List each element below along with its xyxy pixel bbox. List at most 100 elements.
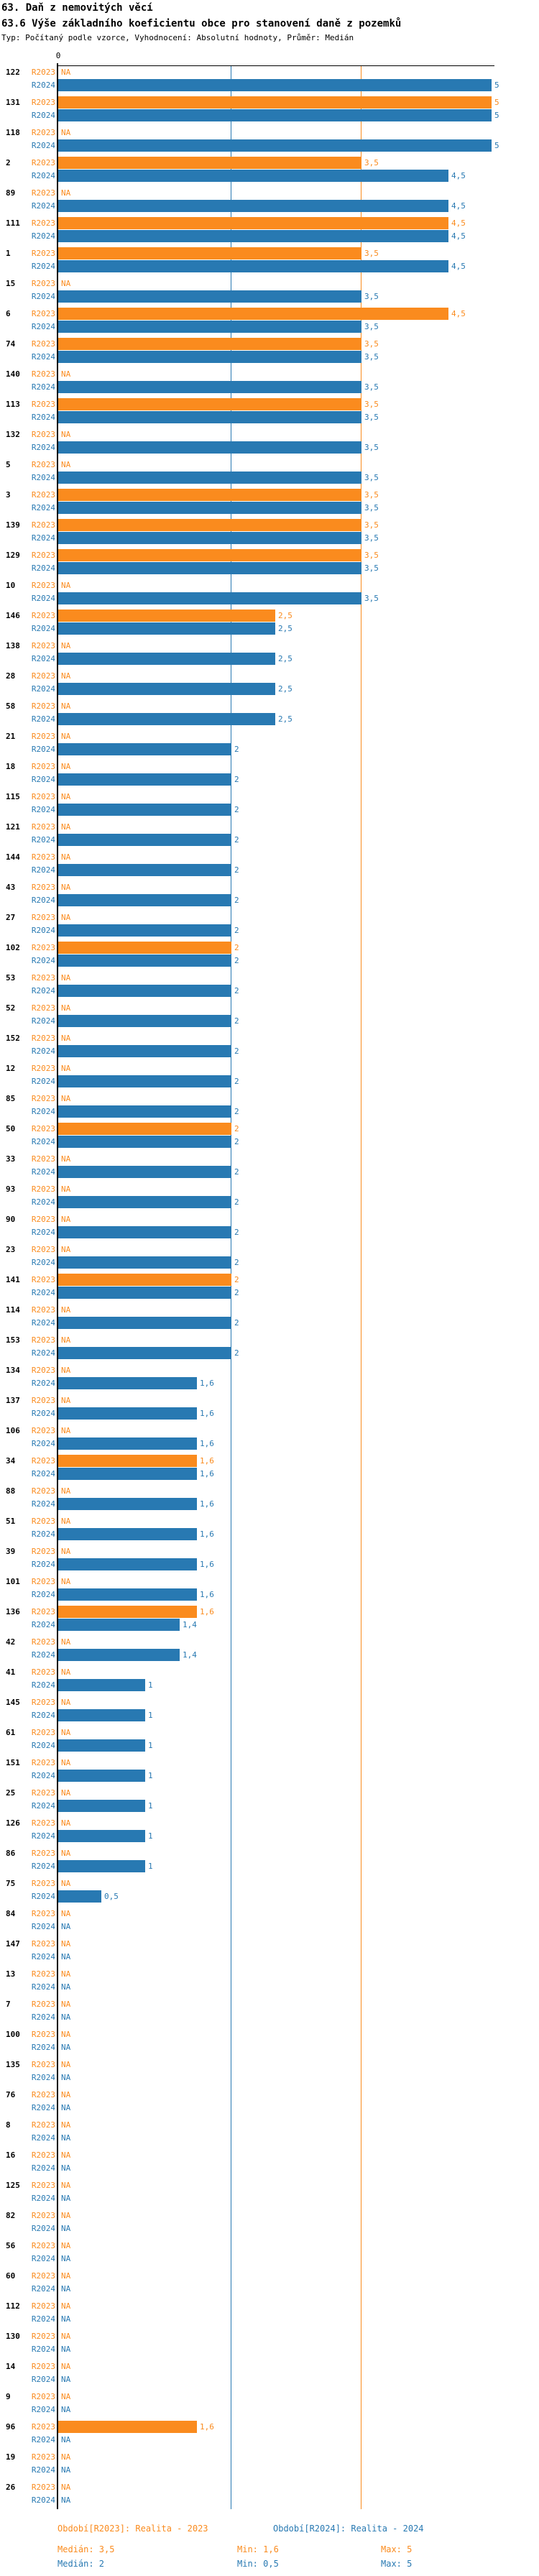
series-label-r2024: R2024 (31, 1167, 55, 1177)
y-axis-line (57, 63, 58, 2509)
value-label-r2023: 3,5 (364, 339, 379, 349)
value-label-r2024: 3,5 (364, 352, 379, 362)
row-id-label: 136 (6, 1607, 20, 1616)
bar-r2024 (58, 1558, 197, 1570)
value-label-r2023: 1,6 (200, 2422, 214, 2432)
na-label-r2023: NA (61, 852, 71, 862)
series-label-r2023: R2023 (31, 2271, 55, 2281)
bar-r2023 (58, 157, 361, 169)
na-label-r2024: NA (61, 1982, 71, 1992)
row-id-label: 113 (6, 400, 20, 409)
na-label-r2023: NA (61, 1547, 71, 1556)
series-label-r2024: R2024 (31, 594, 55, 603)
series-label-r2024: R2024 (31, 2224, 55, 2233)
value-label-r2024: 2 (234, 986, 239, 995)
row-id-label: 41 (6, 1668, 16, 1677)
value-label-r2024: 1 (148, 1801, 153, 1811)
series-label-r2023: R2023 (31, 1456, 55, 1466)
na-label-r2023: NA (61, 883, 71, 892)
series-label-r2024: R2024 (31, 533, 55, 543)
bar-r2024 (58, 1438, 197, 1450)
row-id-label: 145 (6, 1698, 20, 1707)
series-label-r2023: R2023 (31, 762, 55, 771)
row-id-label: 129 (6, 551, 20, 560)
series-label-r2023: R2023 (31, 369, 55, 379)
row-id-label: 18 (6, 762, 16, 771)
series-label-r2023: R2023 (31, 2090, 55, 2099)
na-label-r2024: NA (61, 2254, 71, 2263)
na-label-r2023: NA (61, 1215, 71, 1224)
na-label-r2023: NA (61, 2392, 71, 2401)
series-label-r2024: R2024 (31, 2163, 55, 2173)
series-label-r2024: R2024 (31, 1711, 55, 1720)
value-label-r2024: 2 (234, 865, 239, 875)
bar-r2024 (58, 562, 361, 574)
row-id-label: 10 (6, 581, 16, 590)
series-label-r2024: R2024 (31, 111, 55, 120)
series-label-r2024: R2024 (31, 896, 55, 905)
value-label-r2024: 2 (234, 1197, 239, 1207)
value-label-r2024: 4,5 (451, 171, 466, 180)
series-label-r2023: R2023 (31, 1788, 55, 1798)
value-label-r2024: 1 (148, 1862, 153, 1871)
series-label-r2023: R2023 (31, 2060, 55, 2069)
bar-r2024 (58, 1649, 180, 1661)
bar-r2024 (58, 472, 361, 484)
bar-r2023 (58, 398, 361, 410)
series-label-r2023: R2023 (31, 1366, 55, 1375)
row-id-label: 16 (6, 2150, 16, 2160)
value-label-r2024: 2 (234, 1228, 239, 1237)
bar-r2023 (58, 549, 361, 561)
series-label-r2023: R2023 (31, 1064, 55, 1073)
series-label-r2023: R2023 (31, 339, 55, 349)
row-id-label: 28 (6, 671, 16, 681)
row-id-label: 23 (6, 1245, 16, 1254)
value-label-r2024: 2 (234, 1167, 239, 1177)
row-id-label: 3 (6, 490, 11, 500)
na-label-r2023: NA (61, 1879, 71, 1888)
na-label-r2023: NA (61, 128, 71, 137)
row-id-label: 84 (6, 1909, 16, 1918)
row-id-label: 7 (6, 2000, 11, 2009)
row-id-label: 15 (6, 279, 16, 288)
value-label-r2024: 1,6 (200, 1499, 214, 1509)
legend-median-r2023: Medián: 3,5 (57, 2544, 115, 2554)
row-id-label: 74 (6, 339, 16, 349)
series-label-r2023: R2023 (31, 883, 55, 892)
series-label-r2023: R2023 (31, 1637, 55, 1647)
row-id-label: 130 (6, 2332, 20, 2341)
chart-row (0, 2300, 539, 2330)
bar-r2024 (58, 1317, 231, 1329)
row-id-label: 140 (6, 369, 20, 379)
bar-r2024 (58, 894, 231, 906)
series-label-r2024: R2024 (31, 1560, 55, 1569)
row-id-label: 75 (6, 1879, 16, 1888)
bar-r2024 (58, 1347, 231, 1359)
na-label-r2023: NA (61, 1245, 71, 1254)
row-id-label: 102 (6, 943, 20, 952)
row-id-label: 115 (6, 792, 20, 801)
series-label-r2023: R2023 (31, 1849, 55, 1858)
series-label-r2024: R2024 (31, 1620, 55, 1629)
bar-r2024 (58, 1377, 197, 1389)
row-id-label: 76 (6, 2090, 16, 2099)
row-id-label: 2 (6, 158, 11, 167)
series-label-r2024: R2024 (31, 2284, 55, 2294)
series-label-r2024: R2024 (31, 2133, 55, 2143)
row-id-label: 152 (6, 1034, 20, 1043)
series-label-r2023: R2023 (31, 1577, 55, 1586)
value-label-r2024: 3,5 (364, 382, 379, 392)
series-label-r2024: R2024 (31, 775, 55, 784)
series-label-r2024: R2024 (31, 1741, 55, 1750)
bar-r2024 (58, 1588, 197, 1601)
chart-row (0, 2391, 539, 2421)
value-label-r2024: 2 (234, 1348, 239, 1358)
na-label-r2023: NA (61, 792, 71, 801)
value-label-r2023: 3,5 (364, 249, 379, 258)
value-label-r2023: 4,5 (451, 309, 466, 318)
series-label-r2023: R2023 (31, 611, 55, 620)
na-label-r2024: NA (61, 2133, 71, 2143)
na-label-r2024: NA (61, 2163, 71, 2173)
row-id-label: 112 (6, 2301, 20, 2311)
series-label-r2023: R2023 (31, 1335, 55, 1345)
